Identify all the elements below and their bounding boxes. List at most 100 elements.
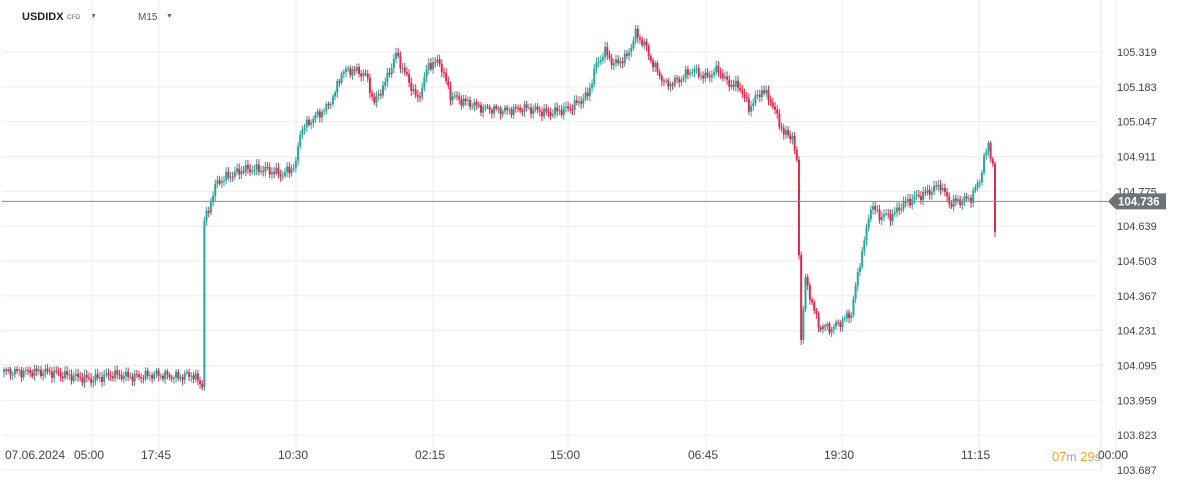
candle [534,102,537,113]
candle [591,79,594,92]
candle [342,69,345,79]
candle [508,106,511,115]
candle [943,183,946,197]
price-tick-label: 105.319 [1117,47,1157,59]
candle [20,367,23,382]
candle [66,366,69,380]
candle [379,89,382,99]
candle [937,180,940,192]
candle [713,67,716,79]
candle [525,100,528,112]
candle [360,70,363,82]
candle [980,170,983,187]
candle [96,369,99,381]
candle [774,101,777,115]
candle [164,368,167,384]
candle [207,206,210,218]
time-tick-label: 17:45 [141,448,171,462]
candle [693,65,696,78]
candle [517,104,520,113]
candle [636,25,639,43]
candle [895,202,898,217]
candle [963,192,966,206]
candle [40,365,43,379]
candle [832,324,835,334]
symbol-chevron-down-icon[interactable]: ▼ [90,13,97,20]
candle [81,372,84,387]
candle [828,321,831,335]
candle [425,64,428,83]
candle [414,84,417,99]
candle [686,65,689,80]
candle [782,124,785,140]
candle [645,38,648,52]
candle [723,71,726,82]
candle [231,171,234,182]
candle [469,96,472,111]
candle [952,194,955,212]
candle [556,102,559,117]
candle [671,81,674,90]
candle [680,76,683,86]
candle [205,206,208,226]
candle [148,372,151,381]
candle [37,365,40,376]
timer-minutes: 07 [1052,449,1067,464]
candle [612,58,615,71]
candle [978,179,981,189]
candle [310,119,313,130]
time-axis: 07.06.2024 05:00 17:45 10:30 02:15 15:00 06:45… [5,448,1128,462]
candle [922,186,925,206]
candle [706,68,709,78]
candle [386,68,389,87]
candle [262,165,265,177]
candle [976,180,979,192]
candle [776,105,779,119]
candle [220,176,223,188]
candle [35,364,38,377]
candle [229,171,232,183]
candle [721,69,724,82]
candle [702,71,705,84]
candle [447,76,450,90]
candle [673,74,676,88]
candle [819,325,822,332]
candle [660,73,663,86]
candle [564,101,567,113]
candle [514,104,517,113]
candle [358,63,361,78]
candle [967,194,970,202]
candle [913,190,916,205]
price-tick-label: 104.911 [1117,152,1156,164]
candle [826,321,829,331]
price-tick-label: 104.095 [1117,361,1157,373]
candle [843,315,846,323]
candle [336,78,339,98]
candle [684,66,687,83]
candle [290,164,293,177]
time-tick-label: 10:30 [278,448,308,462]
symbol-selector[interactable]: USDIDX [22,11,64,23]
candle [638,34,641,44]
candle [569,103,572,113]
candle [90,373,93,387]
candle [362,69,365,81]
candle [532,105,535,119]
timeframe-selector[interactable]: M15 [138,12,158,23]
candle [355,63,358,74]
candle [815,307,818,319]
candle [623,49,626,67]
candle [244,159,247,177]
candle [107,368,110,381]
candle [891,209,894,225]
time-tick-label: 00:00 [1098,448,1128,462]
candle [410,77,413,96]
candle [416,89,419,102]
timeframe-chevron-down-icon[interactable]: ▼ [166,13,173,20]
price-tick-label: 104.231 [1117,326,1157,338]
candle [334,90,337,101]
candle [482,104,485,118]
candle [994,161,996,237]
candle [24,366,27,375]
